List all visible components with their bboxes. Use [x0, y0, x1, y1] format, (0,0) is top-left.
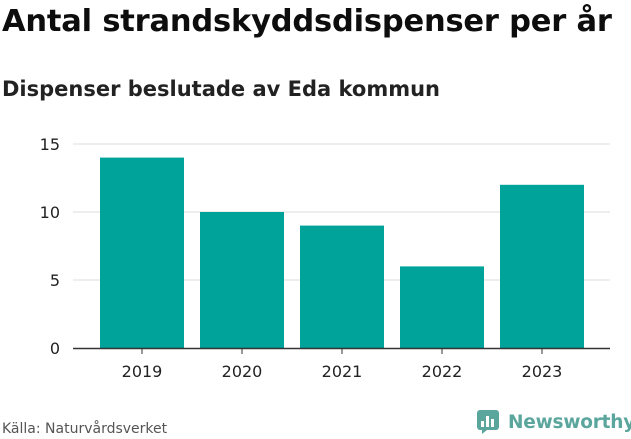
- y-tick-label: 15: [40, 135, 60, 154]
- chart-title: Antal strandskyddsdispenser per år: [2, 4, 612, 39]
- bar-2020: [200, 212, 284, 348]
- newsworthy-logo[interactable]: Newsworthy: [476, 409, 631, 435]
- source-note: Källa: Naturvårdsverket: [2, 421, 168, 437]
- x-tick-label: 2023: [522, 362, 563, 381]
- x-tick-label: 2019: [122, 362, 163, 381]
- x-tick-label: 2021: [322, 362, 363, 381]
- chart-subtitle: Dispenser beslutade av Eda kommun: [2, 77, 441, 101]
- bar-2021: [300, 225, 384, 348]
- newsworthy-icon: [477, 410, 499, 434]
- y-tick-label: 0: [50, 339, 60, 358]
- y-tick-label: 5: [50, 271, 60, 290]
- x-tick-label: 2022: [422, 362, 463, 381]
- brand-name: Newsworthy: [508, 411, 631, 433]
- bars: [100, 157, 584, 348]
- bar-2022: [400, 266, 484, 348]
- y-axis-tick-labels: 0 5 10 15: [40, 135, 60, 358]
- x-tick-label: 2020: [222, 362, 263, 381]
- bar-2023: [500, 184, 584, 348]
- y-tick-label: 10: [40, 203, 60, 222]
- bar-2019: [100, 157, 184, 348]
- x-axis: 2019 2020 2021 2022 2023: [73, 347, 610, 381]
